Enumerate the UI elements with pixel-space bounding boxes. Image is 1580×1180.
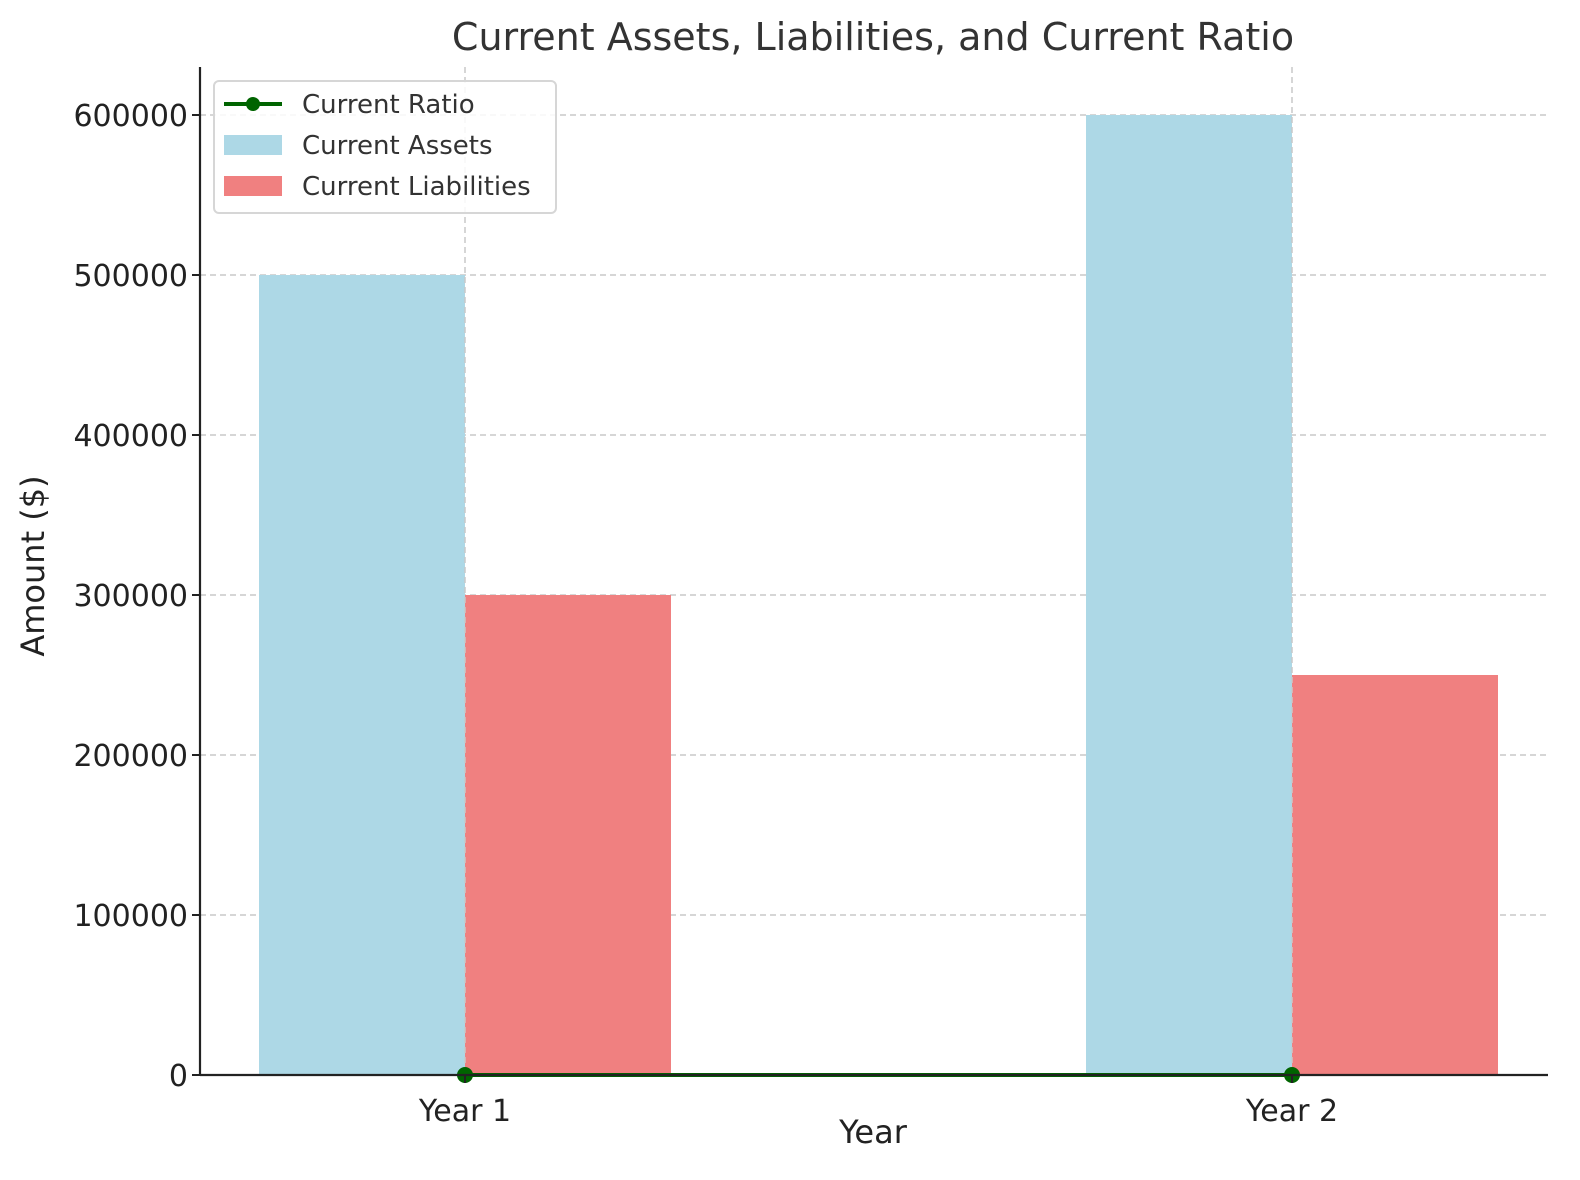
ticks-layer: 0 100000 200000 300000 400000 500000 600000 Yea…: [73, 99, 1338, 1129]
x-axis-label: Year: [838, 1113, 908, 1151]
y-tick-label: 500000: [73, 259, 188, 294]
legend-label-current-liabilities: Current Liabilities: [302, 172, 531, 202]
y-tick-label: 300000: [73, 579, 188, 614]
axes-layer: [198, 67, 1548, 1077]
bars-layer: [259, 115, 1498, 1075]
bar-current-liabilities-year-1: [465, 595, 671, 1075]
y-tick-label: 0: [169, 1059, 188, 1094]
x-tick-label: Year 1: [418, 1094, 511, 1129]
y-tick-label: 600000: [73, 99, 188, 134]
bar-current-assets-year-2: [1086, 115, 1292, 1075]
chart-title: Current Assets, Liabilities, and Current…: [452, 15, 1294, 59]
legend-swatch-current-liabilities: [224, 176, 282, 196]
legend-label-current-assets: Current Assets: [302, 131, 493, 161]
y-axis-label: Amount ($): [14, 475, 52, 656]
legend-swatch-current-assets: [224, 135, 282, 155]
y-tick-label: 400000: [73, 419, 188, 454]
y-tick-label: 100000: [73, 899, 188, 934]
bar-current-liabilities-year-2: [1292, 675, 1498, 1075]
legend-box: [213, 80, 557, 214]
legend-marker-current-ratio: [246, 97, 260, 111]
legend: Current Ratio Current Assets Current Liabi…: [213, 80, 557, 214]
legend-label-current-ratio: Current Ratio: [302, 90, 475, 120]
bar-current-assets-year-1: [259, 275, 465, 1075]
x-tick-label: Year 2: [1245, 1094, 1338, 1129]
y-tick-label: 200000: [73, 739, 188, 774]
